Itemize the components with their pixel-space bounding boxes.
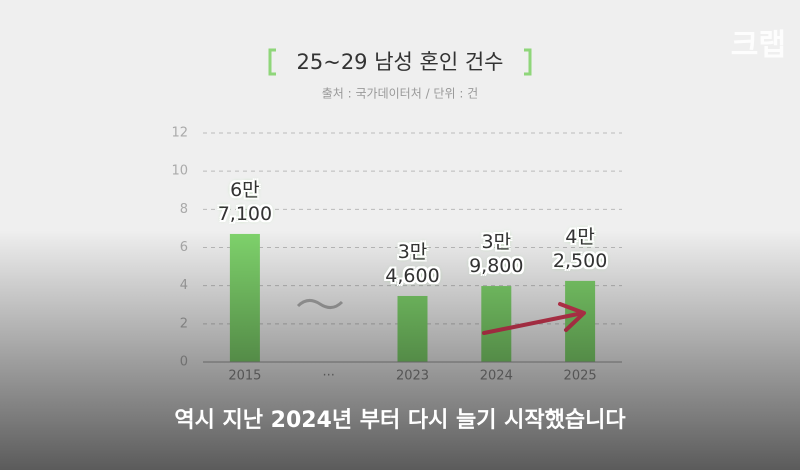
bracket xyxy=(524,48,532,76)
value-label: 4만 2,500 xyxy=(552,225,608,272)
value-label: 3만 9,800 xyxy=(469,231,524,278)
y-tick-label: 8 xyxy=(180,202,188,217)
y-tick-label: 10 xyxy=(171,164,188,179)
caption: 역시 지난 2024년 부터 다시 늘기 시작했습니다 xyxy=(174,408,626,433)
value-label: 3만 4,600 xyxy=(385,240,440,287)
value-label: 6만 7,100 xyxy=(217,178,273,225)
shade xyxy=(0,230,800,470)
y-tick-label: 12 xyxy=(171,126,188,141)
watermark: 크랩 xyxy=(730,28,786,63)
bracket xyxy=(268,48,276,76)
chart-title: 25~29 남성 혼인 건수 xyxy=(297,50,504,74)
chart-subtitle: 출처 : 국가데이터처 / 단위 : 건 xyxy=(322,87,478,101)
